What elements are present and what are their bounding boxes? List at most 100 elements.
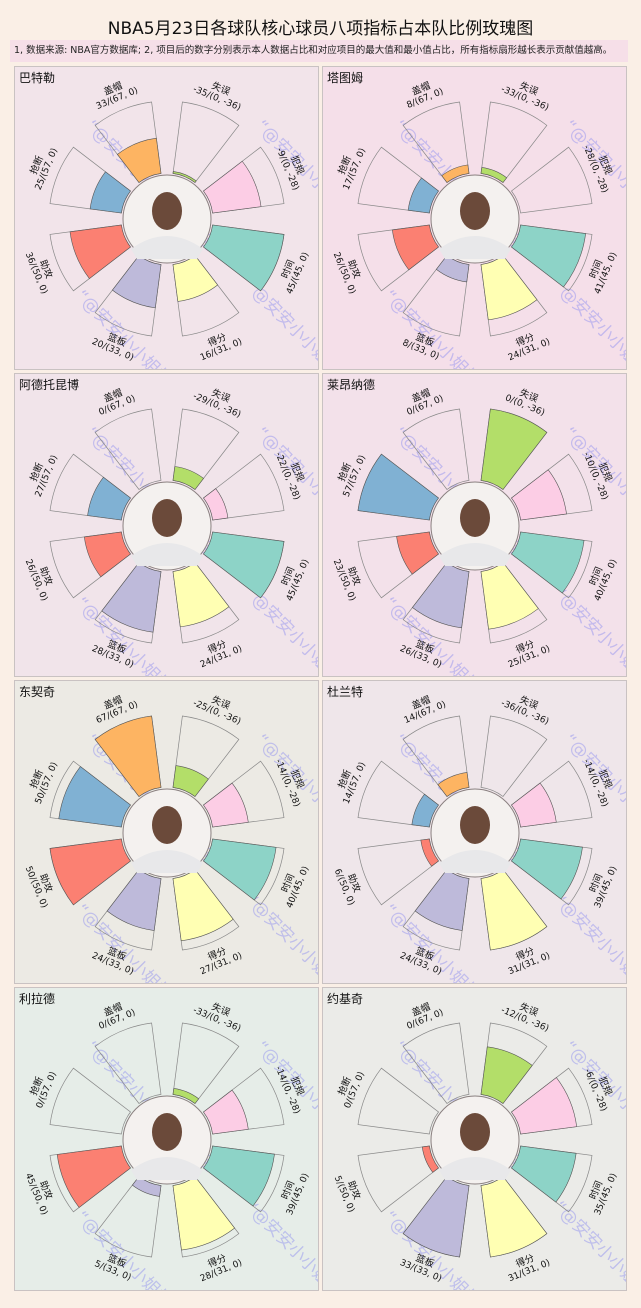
watermark-text: “@安安小小姐姐” 原创: [549, 276, 627, 370]
rose-chart: “@安安小小姐姐” 原创“@安安小小姐姐” 原创“@安安小小姐姐” 原创“@安安…: [23, 1001, 318, 1290]
sector-label: 助攻5/(50, 0): [332, 1175, 364, 1215]
player-rose-panel: “@安安小小姐姐” 原创“@安安小小姐姐” 原创“@安安小小姐姐” 原创“@安安…: [14, 373, 319, 677]
sector-fill: [357, 453, 439, 521]
rose-chart: “@安安小小姐姐” 原创“@安安小小姐姐” 原创“@安安小小姐姐” 原创“@安安…: [331, 387, 627, 677]
player-rose-panel: “@安安小小姐姐” 原创“@安安小小姐姐” 原创“@安安小小姐姐” 原创“@安安…: [14, 680, 319, 984]
sector-fill: [480, 408, 548, 490]
sector-outline: [402, 408, 470, 490]
player-avatar-icon: [460, 1113, 490, 1151]
sector-fill: [203, 488, 229, 521]
sector-outline: [357, 1067, 439, 1135]
sector-fill: [203, 1145, 275, 1207]
sector-fill: [407, 177, 439, 214]
sector-fill: [480, 1046, 533, 1104]
player-avatar-icon: [460, 499, 490, 537]
sector-fill: [412, 562, 470, 629]
player-name: 塔图姆: [327, 71, 364, 85]
sector-label: 失误-25/(0, -36): [191, 694, 242, 728]
sector-outline: [94, 1022, 162, 1104]
sector-fill: [112, 255, 162, 309]
sector-fill: [511, 1145, 577, 1203]
sector-label: 失误-33/(0, -36): [499, 80, 550, 114]
sector-fill: [203, 531, 285, 599]
sector-fill: [420, 838, 439, 867]
jersey-icon: [439, 1157, 511, 1180]
player-rose-panel: “@安安小小姐姐” 原创“@安安小小姐姐” 原创“@安安小小姐姐” 原创“@安安…: [322, 987, 627, 1291]
sector-fill: [87, 476, 131, 521]
player-avatar-icon: [152, 1113, 182, 1151]
sector-label: 失误-33/(0, -36): [191, 1001, 242, 1035]
sector-fill: [94, 715, 162, 797]
sector-label: 失误-12/(0, -36): [499, 1001, 550, 1035]
sector-fill: [203, 160, 262, 214]
player-name: 约基奇: [327, 992, 364, 1006]
jersey-icon: [439, 543, 511, 566]
sector-fill: [172, 171, 197, 183]
sector-fill: [172, 255, 219, 302]
sector-fill: [106, 869, 162, 931]
sector-fill: [172, 562, 230, 628]
sector-fill: [421, 1145, 439, 1173]
sector-fill: [511, 782, 557, 828]
sector-fill: [480, 562, 539, 630]
jersey-icon: [131, 543, 203, 566]
sector-fill: [511, 838, 583, 900]
player-name: 莱昂纳德: [327, 378, 376, 392]
sector-fill: [511, 531, 585, 594]
player-name: 利拉德: [19, 992, 56, 1006]
sector-label: 失误-36/(0, -36): [499, 694, 550, 728]
rose-chart: “@安安小小姐姐” 原创“@安安小小姐姐” 原创“@安安小小姐姐” 原创“@安安…: [332, 1001, 626, 1290]
sector-fill: [116, 137, 162, 183]
sector-label: 篮板5/(33, 0): [93, 1252, 133, 1283]
jersey-icon: [131, 236, 203, 259]
sector-fill: [480, 1176, 548, 1258]
jersey-icon: [131, 1157, 203, 1180]
sector-fill: [511, 469, 567, 521]
sector-outline: [402, 1022, 470, 1104]
sector-fill: [402, 1176, 470, 1258]
sector-fill: [411, 793, 439, 828]
watermark-text: “@安安小小姐姐” 原创: [241, 583, 319, 677]
player-avatar-icon: [152, 806, 182, 844]
rose-chart: “@安安小小姐姐” 原创“@安安小小姐姐” 原创“@安安小小姐姐” 原创“@安安…: [23, 694, 319, 984]
sector-fill: [172, 466, 204, 490]
player-name: 东契奇: [19, 685, 56, 699]
player-rose-panel: “@安安小小姐姐” 原创“@安安小小姐姐” 原创“@安安小小姐姐” 原创“@安安…: [14, 66, 319, 370]
sector-fill: [391, 224, 439, 271]
sector-fill: [435, 255, 470, 283]
watermark-text: “@安安小小姐姐” 原创: [241, 276, 319, 370]
sector-fill: [203, 782, 249, 828]
sector-outline: [49, 1067, 131, 1135]
rose-chart: “@安安小小姐姐” 原创“@安安小小姐姐” 原创“@安安小小姐姐” 原创“@安安…: [331, 80, 627, 370]
player-rose-panel: “@安安小小姐姐” 原创“@安安小小姐姐” 原创“@安安小小姐姐” 原创“@安安…: [14, 987, 319, 1291]
sector-label: 失误-29/(0, -36): [191, 387, 242, 421]
sector-fill: [203, 1089, 249, 1135]
sector-fill: [480, 869, 548, 951]
sector-label: 抢断0/(57, 0): [336, 1070, 367, 1110]
watermark-text: “@安安小小姐姐” 原创: [241, 890, 319, 984]
player-name: 阿德托昆博: [19, 378, 80, 392]
sector-label: 盖帽0/(67, 0): [405, 387, 445, 418]
rose-chart: “@安安小小姐姐” 原创“@安安小小姐姐” 原创“@安安小小姐姐” 原创“@安安…: [23, 387, 319, 677]
sector-fill: [511, 224, 586, 288]
sector-outline: [511, 146, 593, 214]
sector-fill: [172, 1088, 200, 1104]
sector-fill: [172, 869, 234, 942]
sector-outline: [480, 715, 548, 797]
sector-fill: [203, 224, 285, 292]
sector-label: 抢断0/(57, 0): [28, 1070, 59, 1110]
sector-fill: [441, 164, 470, 183]
sector-fill: [203, 838, 277, 901]
sector-fill: [58, 766, 131, 828]
sector-fill: [480, 167, 508, 183]
sector-label: 盖帽0/(67, 0): [97, 387, 137, 418]
player-rose-panel: “@安安小小姐姐” 原创“@安安小小姐姐” 原创“@安安小小姐姐” 原创“@安安…: [322, 66, 627, 370]
jersey-icon: [439, 850, 511, 873]
sector-fill: [83, 531, 131, 578]
sector-label: 失误-35/(0, -36): [191, 80, 242, 114]
player-name: 巴特勒: [19, 71, 56, 85]
sector-fill: [172, 765, 209, 797]
sector-outline: [172, 101, 240, 183]
sector-fill: [89, 171, 131, 214]
watermark-text: “@安安小小姐姐” 原创: [549, 583, 627, 677]
